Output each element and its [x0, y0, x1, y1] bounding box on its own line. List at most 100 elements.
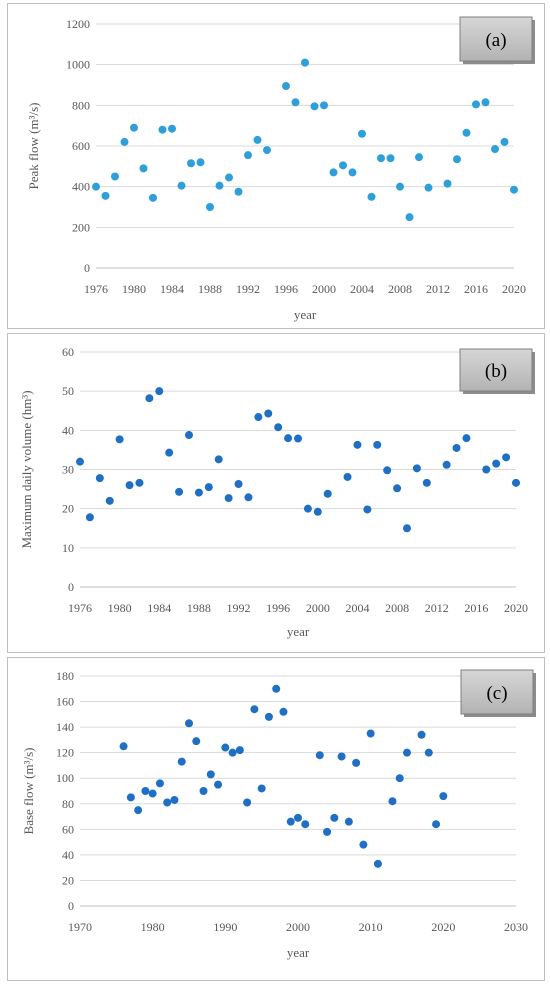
data-point	[452, 443, 461, 452]
y-tick-label: 160	[56, 695, 74, 709]
y-tick-label: 1000	[66, 58, 90, 72]
data-point	[422, 478, 431, 487]
data-point	[320, 101, 328, 110]
data-point	[424, 183, 433, 192]
data-point	[294, 813, 302, 822]
x-tick-label: 1970	[68, 920, 92, 934]
data-point	[405, 213, 414, 222]
peak-flow-chart: 0 200 400 600 800 1000 1200 1976 1980 1984 1988 199…	[26, 16, 535, 322]
data-point	[366, 729, 375, 738]
x-tick-label: 1992	[227, 601, 251, 615]
data-point	[272, 684, 281, 693]
data-point	[432, 820, 441, 829]
x-tick-label: 2008	[385, 601, 409, 615]
data-point	[257, 784, 266, 793]
x-tick-label: 1984	[147, 601, 171, 615]
data-point	[310, 102, 319, 111]
chart-panel-b: 0 10 20 30 40 50 60 1976 1980 1984 1988 1992 1996 200…	[7, 333, 545, 653]
data-point	[244, 493, 253, 502]
data-point	[417, 730, 426, 739]
data-point	[206, 203, 214, 211]
x-tick-label: 2004	[350, 282, 374, 296]
panel-tag-label: (a)	[485, 30, 506, 51]
data-point	[130, 123, 138, 132]
data-point	[403, 524, 411, 533]
x-tick-label: 1988	[187, 601, 211, 615]
x-tick-label: 1990	[213, 920, 237, 934]
data-point	[373, 859, 382, 868]
y-tick-label: 600	[72, 139, 90, 153]
x-tick-label: 2030	[504, 920, 528, 934]
panel-tag-box	[459, 348, 533, 392]
data-point	[134, 806, 143, 815]
x-tick-label: 2000	[306, 601, 330, 615]
data-point	[234, 187, 243, 196]
x-tick-label: 1976	[84, 282, 108, 296]
panel-tag-label: (b)	[485, 361, 507, 382]
data-point	[168, 124, 176, 133]
data-point	[264, 712, 273, 721]
data-point	[301, 820, 310, 829]
y-tick-label: 20	[62, 873, 74, 887]
data-point	[359, 840, 368, 849]
data-point	[301, 58, 309, 67]
data-point	[170, 795, 179, 804]
x-tick-label: 1980	[141, 920, 165, 934]
x-tick-label: 2020	[431, 920, 455, 934]
data-point	[363, 505, 372, 514]
y-tick-label: 50	[62, 384, 74, 398]
data-point	[185, 719, 193, 728]
data-point	[163, 798, 172, 807]
data-point	[196, 158, 205, 167]
data-point	[254, 413, 263, 422]
panel-tag-box	[460, 669, 534, 715]
data-point	[386, 154, 395, 163]
data-point	[343, 472, 352, 481]
data-point	[510, 185, 518, 194]
data-point	[85, 513, 94, 522]
chart-panel-c: 0 20 40 60 80 100 120 140 160 180 1970 1980 1990 2000…	[7, 657, 545, 981]
x-tick-label: 2016	[464, 601, 488, 615]
y-tick-label: 30	[62, 463, 74, 477]
data-point	[158, 125, 167, 134]
data-point	[92, 182, 100, 191]
y-tick-label: 180	[56, 669, 74, 683]
data-point	[111, 172, 119, 181]
data-point	[329, 168, 338, 177]
data-point	[284, 434, 293, 443]
data-point	[101, 191, 110, 200]
data-point	[76, 457, 84, 466]
data-point	[412, 464, 421, 473]
data-point	[244, 151, 252, 160]
y-tick-label: 0	[84, 261, 90, 275]
x-tick-label: 2020	[504, 601, 528, 615]
y-tick-label: 60	[62, 345, 74, 359]
data-point	[358, 129, 366, 138]
data-point	[482, 465, 491, 474]
data-point	[194, 488, 203, 497]
y-tick-label: 0	[68, 580, 74, 594]
x-tick-label: 2012	[425, 601, 449, 615]
data-point	[243, 798, 252, 807]
data-point	[415, 153, 423, 162]
data-point	[291, 98, 300, 107]
data-point	[204, 483, 213, 492]
data-point	[185, 431, 193, 440]
data-point	[424, 748, 433, 757]
y-tick-label: 200	[72, 220, 90, 234]
x-tick-label: 1996	[274, 282, 298, 296]
data-point	[323, 489, 332, 498]
y-tick-label: 800	[72, 98, 90, 112]
data-point	[352, 758, 361, 767]
data-point	[228, 748, 237, 757]
data-point	[491, 145, 499, 154]
data-point	[225, 173, 233, 182]
data-point	[253, 135, 262, 144]
data-point	[353, 440, 362, 449]
data-point	[313, 507, 322, 516]
panel-tag-box	[459, 16, 533, 62]
x-tick-label: 1992	[236, 282, 260, 296]
panel-tag-label: (c)	[486, 683, 507, 704]
data-point	[145, 394, 154, 403]
data-point	[472, 100, 480, 109]
